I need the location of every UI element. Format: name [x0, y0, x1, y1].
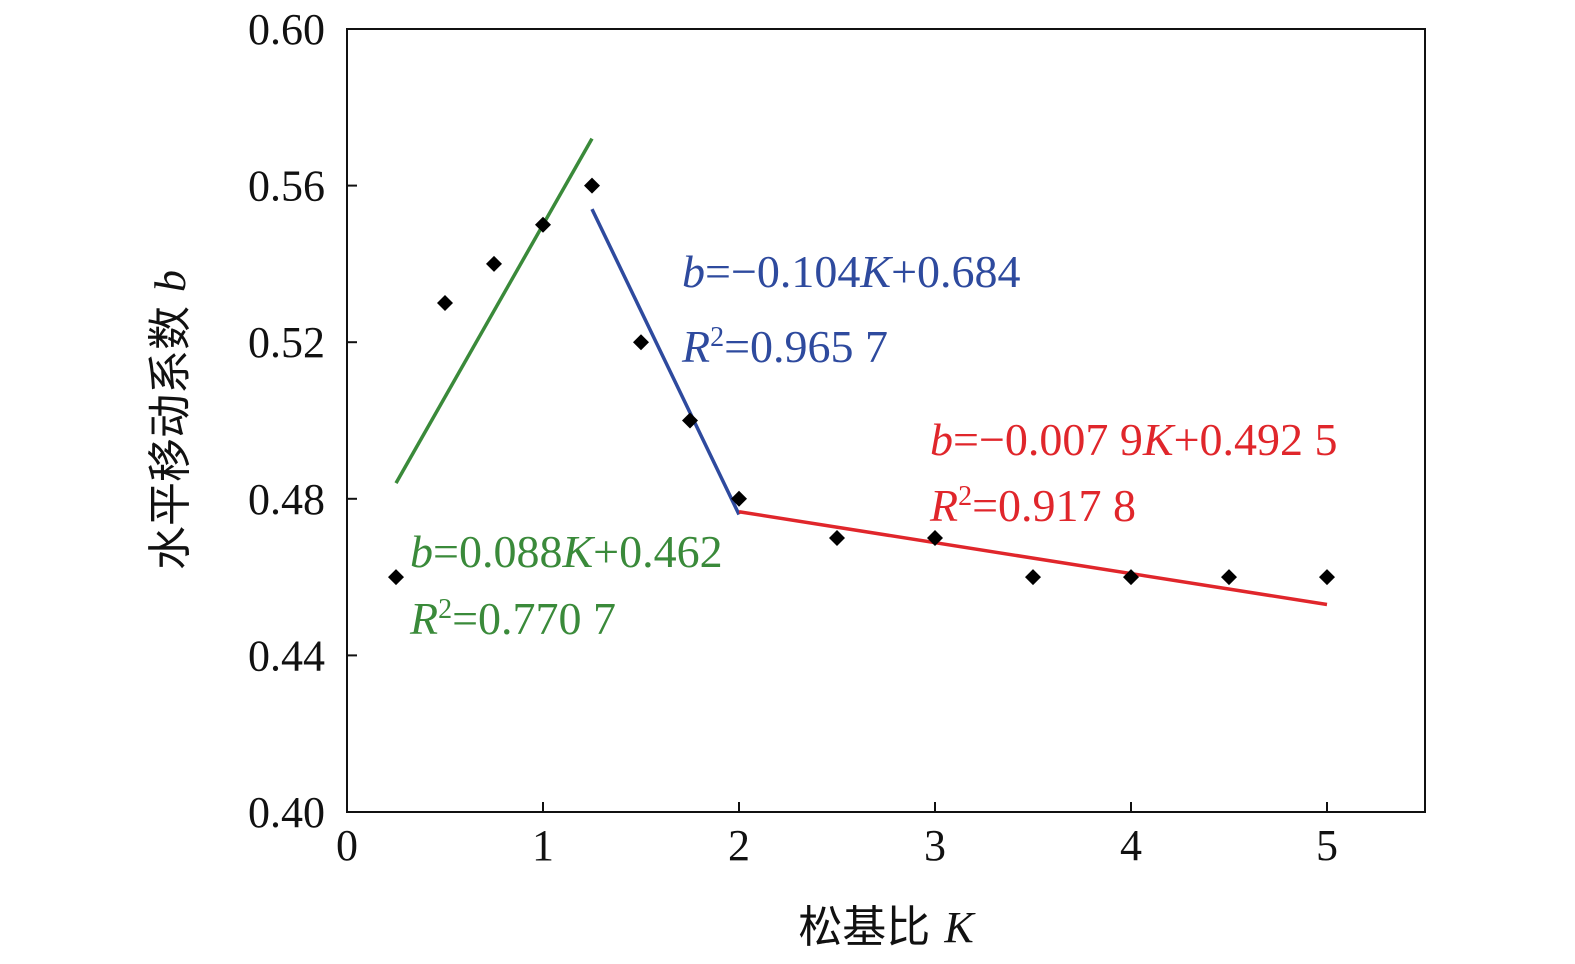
y-tick-label: 0.56	[248, 162, 325, 211]
y-axis-title: 水平移动系数 b	[145, 270, 196, 570]
y-tick-label: 0.60	[248, 5, 325, 54]
x-tick-label: 1	[532, 821, 554, 870]
x-axis: 0 1 2 3 4 5	[336, 802, 1338, 870]
fit-line	[590, 208, 741, 516]
data-point	[1025, 569, 1041, 586]
data-point	[1319, 569, 1335, 586]
data-point	[633, 334, 649, 351]
y-tick-label: 0.40	[248, 788, 325, 837]
x-tick-label: 2	[728, 821, 750, 870]
data-point	[927, 529, 943, 546]
plot-frame	[346, 28, 1426, 813]
x-axis-title: 松基比 K	[798, 902, 976, 953]
fit-r-squared: R2=0.917 8	[929, 480, 1136, 531]
fit-equation: b=−0.104K+0.684	[682, 246, 1021, 297]
data-point	[682, 412, 698, 429]
data-point	[584, 177, 600, 194]
fit-r-squared: R2=0.770 7	[409, 593, 616, 644]
fit-r-squared: R2=0.965 7	[681, 321, 888, 372]
data-point	[829, 529, 845, 546]
fit-equation: b=−0.007 9K+0.492 5	[930, 414, 1338, 465]
data-point	[388, 569, 404, 586]
fit-annotation-red: b=−0.007 9K+0.492 5 R2=0.917 8	[929, 414, 1338, 531]
fit-line	[394, 137, 594, 485]
data-point	[1221, 569, 1237, 586]
x-tick-label: 5	[1316, 821, 1338, 870]
fit-lines	[394, 137, 1328, 607]
data-markers	[388, 177, 1335, 586]
y-tick-label: 0.52	[248, 318, 325, 367]
y-axis: 0.40 0.44 0.48 0.52 0.56 0.60	[248, 5, 357, 837]
x-tick-label: 4	[1120, 821, 1142, 870]
data-point	[731, 490, 747, 507]
data-point	[486, 255, 502, 272]
y-tick-label: 0.48	[248, 475, 325, 524]
data-point	[535, 216, 551, 233]
x-tick-label: 0	[336, 821, 358, 870]
fit-equation: b=0.088K+0.462	[410, 526, 723, 577]
fit-annotation-blue: b=−0.104K+0.684 R2=0.965 7	[681, 246, 1021, 372]
x-tick-label: 3	[924, 821, 946, 870]
y-tick-label: 0.44	[248, 631, 325, 680]
data-point	[1123, 569, 1139, 586]
data-point	[437, 295, 453, 312]
fit-line	[738, 509, 1328, 607]
fit-annotation-green: b=0.088K+0.462 R2=0.770 7	[409, 526, 723, 644]
